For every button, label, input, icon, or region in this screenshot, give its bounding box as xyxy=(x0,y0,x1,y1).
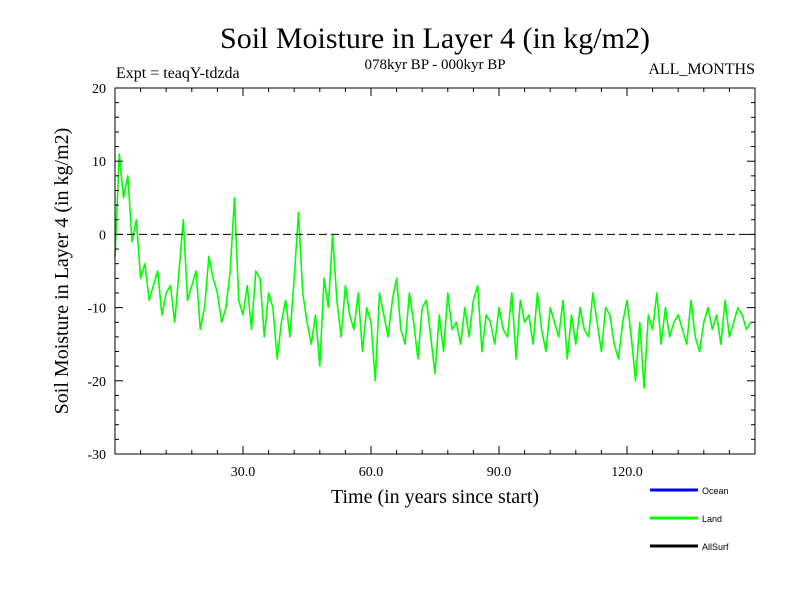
chart-subtitle: 078kyr BP - 000kyr BP xyxy=(364,57,505,73)
y-tick-label: 20 xyxy=(92,82,106,97)
experiment-label: Expt = teaqY-tdzda xyxy=(116,65,240,82)
chart-title: Soil Moisture in Layer 4 (in kg/m2) xyxy=(220,22,650,55)
y-axis-label: Soil Moisture in Layer 4 (in kg/m2) xyxy=(51,128,73,415)
legend-label-allsurf: AllSurf xyxy=(702,542,729,552)
x-tick-label: 60.0 xyxy=(359,465,384,480)
months-label: ALL_MONTHS xyxy=(648,61,755,78)
legend: Ocean Land AllSurf xyxy=(650,486,729,552)
plot-area: 20 10 0 -10 -20 -30 30.0 60.0 90.0 120.0 xyxy=(87,82,756,480)
plot-frame xyxy=(114,87,756,455)
x-axis-label: Time (in years since start) xyxy=(331,486,539,508)
y-tick-label: 0 xyxy=(99,228,106,243)
x-tick-label: 30.0 xyxy=(231,465,256,480)
y-tick-label: -10 xyxy=(87,302,106,317)
series-line-land xyxy=(114,153,752,389)
y-tick-label: 10 xyxy=(92,155,106,170)
x-tick-label: 120.0 xyxy=(611,465,643,480)
x-tick-label: 90.0 xyxy=(487,465,512,480)
legend-label-ocean: Ocean xyxy=(702,486,729,496)
legend-label-land: Land xyxy=(702,514,722,524)
y-tick-label: -30 xyxy=(87,448,106,463)
y-tick-label: -20 xyxy=(87,375,106,390)
